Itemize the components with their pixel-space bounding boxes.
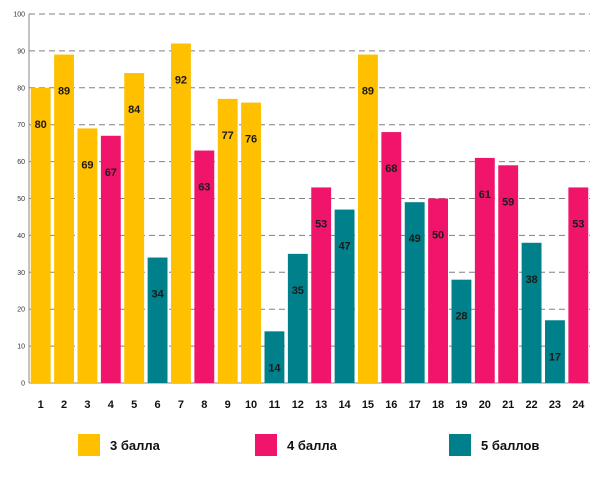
bar xyxy=(451,279,472,383)
data-label: 53 xyxy=(572,218,584,230)
data-label: 84 xyxy=(128,104,141,116)
bar xyxy=(568,187,589,383)
bar xyxy=(334,209,355,383)
data-label: 50 xyxy=(432,230,444,242)
bar xyxy=(287,253,308,383)
x-tick-label: 6 xyxy=(155,399,161,411)
bar xyxy=(404,202,425,383)
y-tick-label: 20 xyxy=(17,307,25,314)
bar xyxy=(545,320,565,383)
data-label: 59 xyxy=(502,196,514,208)
x-tick-label: 16 xyxy=(385,399,397,411)
data-label: 80 xyxy=(35,119,47,131)
bar xyxy=(217,98,238,384)
legend-swatch-3-points xyxy=(78,434,100,456)
data-label: 89 xyxy=(58,86,70,98)
x-tick-label: 13 xyxy=(315,399,327,411)
bar xyxy=(264,331,285,383)
bar xyxy=(194,150,215,383)
data-label: 38 xyxy=(525,274,537,286)
data-label: 28 xyxy=(455,311,467,323)
data-label: 67 xyxy=(105,167,117,179)
bar xyxy=(147,257,168,383)
x-tick-label: 5 xyxy=(131,399,137,411)
x-tick-label: 21 xyxy=(502,399,514,411)
x-tick-label: 2 xyxy=(61,399,67,411)
data-label: 92 xyxy=(175,75,187,87)
legend-label-5-points: 5 баллов xyxy=(481,437,540,453)
x-tick-label: 11 xyxy=(269,399,281,411)
x-tick-label: 3 xyxy=(84,399,90,411)
bar xyxy=(521,242,542,383)
legend-swatch-5-points xyxy=(449,434,471,456)
legend-item-5-points: 5 баллов xyxy=(449,434,539,456)
legend-item-4-points: 4 балла xyxy=(255,434,337,456)
data-label: 53 xyxy=(315,218,327,230)
bar xyxy=(474,157,495,383)
bar xyxy=(124,73,145,383)
data-label: 77 xyxy=(222,130,234,142)
data-label: 14 xyxy=(268,362,281,374)
y-tick-label: 60 xyxy=(17,159,25,166)
bar xyxy=(100,135,121,383)
x-tick-label: 14 xyxy=(338,399,351,411)
data-label: 63 xyxy=(198,182,210,194)
y-tick-label: 0 xyxy=(21,381,25,388)
data-label: 34 xyxy=(151,289,164,301)
data-label: 47 xyxy=(338,241,350,253)
data-label: 68 xyxy=(385,163,397,175)
data-label: 89 xyxy=(362,86,374,98)
data-label: 76 xyxy=(245,134,257,146)
legend-label-3-points: 3 балла xyxy=(110,437,160,453)
data-label: 69 xyxy=(81,159,93,171)
x-tick-label: 24 xyxy=(572,399,585,411)
x-tick-label: 12 xyxy=(292,399,304,411)
bar xyxy=(358,54,378,384)
x-tick-label: 22 xyxy=(525,399,537,411)
y-tick-label: 100 xyxy=(13,12,25,19)
bar xyxy=(381,132,402,383)
data-label: 61 xyxy=(479,189,491,201)
bar xyxy=(30,87,51,384)
y-tick-label: 30 xyxy=(17,270,25,277)
x-tick-label: 19 xyxy=(455,399,467,411)
bar xyxy=(428,198,448,383)
bar xyxy=(54,54,74,384)
x-tick-label: 17 xyxy=(409,399,421,411)
bar xyxy=(171,43,191,384)
x-tick-label: 8 xyxy=(201,399,207,411)
y-tick-label: 70 xyxy=(17,122,25,129)
x-tick-label: 23 xyxy=(549,399,561,411)
x-tick-label: 9 xyxy=(225,399,231,411)
y-tick-label: 80 xyxy=(17,85,25,92)
y-tick-label: 90 xyxy=(17,48,25,55)
x-tick-label: 18 xyxy=(432,399,444,411)
bar xyxy=(77,128,98,383)
x-tick-label: 20 xyxy=(479,399,491,411)
x-tick-label: 4 xyxy=(108,399,115,411)
data-label: 49 xyxy=(409,233,421,245)
legend-label-4-points: 4 балла xyxy=(287,437,337,453)
x-tick-label: 15 xyxy=(362,399,374,411)
x-tick-label: 7 xyxy=(178,399,184,411)
y-tick-label: 10 xyxy=(17,344,25,351)
data-label: 35 xyxy=(292,285,304,297)
x-tick-label: 1 xyxy=(38,399,44,411)
data-label: 17 xyxy=(549,351,561,363)
y-tick-label: 40 xyxy=(17,233,25,240)
bar xyxy=(311,187,332,383)
legend-item-3-points: 3 балла xyxy=(78,434,160,456)
legend-swatch-4-points xyxy=(255,434,277,456)
x-tick-label: 10 xyxy=(245,399,257,411)
bar xyxy=(498,165,519,383)
y-tick-label: 50 xyxy=(17,196,25,203)
bar xyxy=(241,102,261,383)
